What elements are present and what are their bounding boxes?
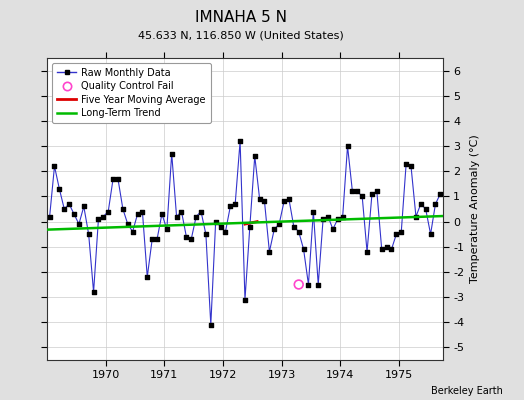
- Point: [255, 196, 264, 202]
- Point: [182, 234, 191, 240]
- Point: [358, 193, 366, 200]
- Point: [294, 228, 303, 235]
- Point: [99, 213, 107, 220]
- Point: [368, 191, 376, 197]
- Point: [387, 246, 396, 252]
- Point: [294, 281, 303, 288]
- Point: [50, 163, 59, 170]
- Point: [236, 138, 244, 144]
- Legend: Raw Monthly Data, Quality Control Fail, Five Year Moving Average, Long-Term Tren: Raw Monthly Data, Quality Control Fail, …: [52, 63, 211, 123]
- Point: [427, 231, 435, 237]
- Point: [397, 228, 406, 235]
- Point: [412, 213, 420, 220]
- Point: [221, 228, 230, 235]
- Point: [260, 198, 269, 205]
- Point: [172, 213, 181, 220]
- Point: [280, 198, 288, 205]
- Point: [70, 211, 78, 217]
- Point: [148, 236, 156, 242]
- Point: [216, 224, 225, 230]
- Point: [206, 322, 215, 328]
- Point: [270, 226, 278, 232]
- Text: Berkeley Earth: Berkeley Earth: [431, 386, 503, 396]
- Point: [383, 244, 391, 250]
- Point: [339, 213, 347, 220]
- Point: [114, 176, 122, 182]
- Point: [309, 208, 318, 215]
- Point: [65, 201, 73, 207]
- Point: [285, 196, 293, 202]
- Point: [250, 153, 259, 159]
- Point: [421, 206, 430, 212]
- Point: [153, 236, 161, 242]
- Point: [329, 226, 337, 232]
- Point: [299, 246, 308, 252]
- Point: [304, 281, 313, 288]
- Text: IMNAHA 5 N: IMNAHA 5 N: [195, 10, 287, 25]
- Point: [314, 281, 322, 288]
- Point: [109, 176, 117, 182]
- Point: [138, 208, 147, 215]
- Point: [128, 228, 137, 235]
- Point: [133, 211, 141, 217]
- Point: [60, 206, 69, 212]
- Point: [143, 274, 151, 280]
- Point: [431, 201, 440, 207]
- Point: [212, 218, 220, 225]
- Point: [275, 221, 283, 227]
- Y-axis label: Temperature Anomaly (°C): Temperature Anomaly (°C): [470, 135, 480, 283]
- Point: [324, 213, 332, 220]
- Point: [187, 236, 195, 242]
- Point: [119, 206, 127, 212]
- Point: [417, 201, 425, 207]
- Point: [84, 231, 93, 237]
- Point: [363, 248, 371, 255]
- Point: [373, 188, 381, 194]
- Point: [104, 208, 113, 215]
- Point: [158, 211, 166, 217]
- Point: [75, 221, 83, 227]
- Point: [246, 224, 254, 230]
- Point: [241, 296, 249, 303]
- Point: [94, 216, 103, 222]
- Point: [377, 246, 386, 252]
- Text: 45.633 N, 116.850 W (United States): 45.633 N, 116.850 W (United States): [138, 30, 344, 40]
- Point: [353, 188, 362, 194]
- Point: [80, 203, 88, 210]
- Point: [402, 160, 410, 167]
- Point: [407, 163, 415, 170]
- Point: [192, 213, 200, 220]
- Point: [392, 231, 400, 237]
- Point: [226, 203, 235, 210]
- Point: [343, 143, 352, 149]
- Point: [197, 208, 205, 215]
- Point: [124, 221, 132, 227]
- Point: [90, 289, 98, 295]
- Point: [334, 216, 342, 222]
- Point: [265, 248, 274, 255]
- Point: [202, 231, 210, 237]
- Point: [168, 150, 176, 157]
- Point: [231, 201, 239, 207]
- Point: [162, 226, 171, 232]
- Point: [319, 216, 328, 222]
- Point: [436, 191, 444, 197]
- Point: [290, 224, 298, 230]
- Point: [348, 188, 357, 194]
- Point: [55, 186, 63, 192]
- Point: [177, 208, 185, 215]
- Point: [46, 213, 54, 220]
